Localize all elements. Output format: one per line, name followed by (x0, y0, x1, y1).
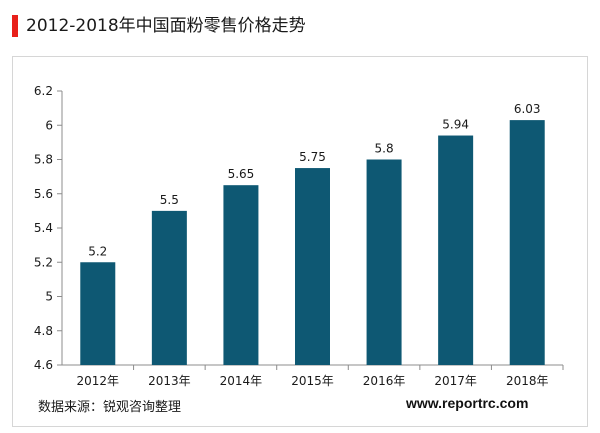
bar-value-label: 5.75 (299, 150, 326, 164)
x-tick-label: 2017年 (434, 374, 477, 388)
bar-2017年 (438, 135, 474, 365)
bar-value-label: 5.2 (88, 244, 107, 258)
y-tick-label: 5.6 (34, 187, 53, 201)
bar-2015年 (295, 168, 330, 365)
y-tick-label: 5 (45, 290, 53, 304)
bar-value-label: 5.94 (442, 118, 469, 132)
bar-2016年 (366, 159, 402, 365)
bar-2013年 (151, 210, 187, 365)
x-tick-label: 2013年 (148, 374, 191, 388)
bar-value-label: 5.5 (160, 193, 179, 207)
x-tick-label: 2012年 (77, 374, 120, 388)
bar-2018年 (509, 120, 545, 365)
chart-panel-border (12, 56, 588, 427)
page-title: 2012-2018年中国面粉零售价格走势 (26, 16, 306, 36)
x-tick-label: 2015年 (291, 374, 334, 388)
bar-value-label: 5.65 (228, 167, 255, 181)
bar-value-label: 6.03 (514, 102, 541, 116)
title-accent-bar (12, 15, 18, 37)
y-tick-label: 4.8 (34, 324, 53, 338)
bar-2012年 (80, 262, 116, 365)
bar-2014年 (223, 185, 259, 365)
x-tick-label: 2014年 (220, 374, 263, 388)
x-tick-label: 2018年 (506, 374, 549, 388)
website-link[interactable]: www.reportrc.com (406, 395, 529, 411)
y-tick-label: 5.4 (34, 221, 53, 235)
bar-value-label: 5.8 (375, 142, 394, 156)
y-tick-label: 6.2 (34, 84, 53, 98)
data-source-note: 数据来源：锐观咨询整理 (38, 400, 182, 415)
y-tick-label: 6 (45, 118, 53, 132)
y-tick-label: 4.6 (34, 358, 53, 372)
y-tick-label: 5.2 (34, 255, 53, 269)
y-tick-label: 5.8 (34, 153, 53, 167)
x-tick-label: 2016年 (363, 374, 406, 388)
